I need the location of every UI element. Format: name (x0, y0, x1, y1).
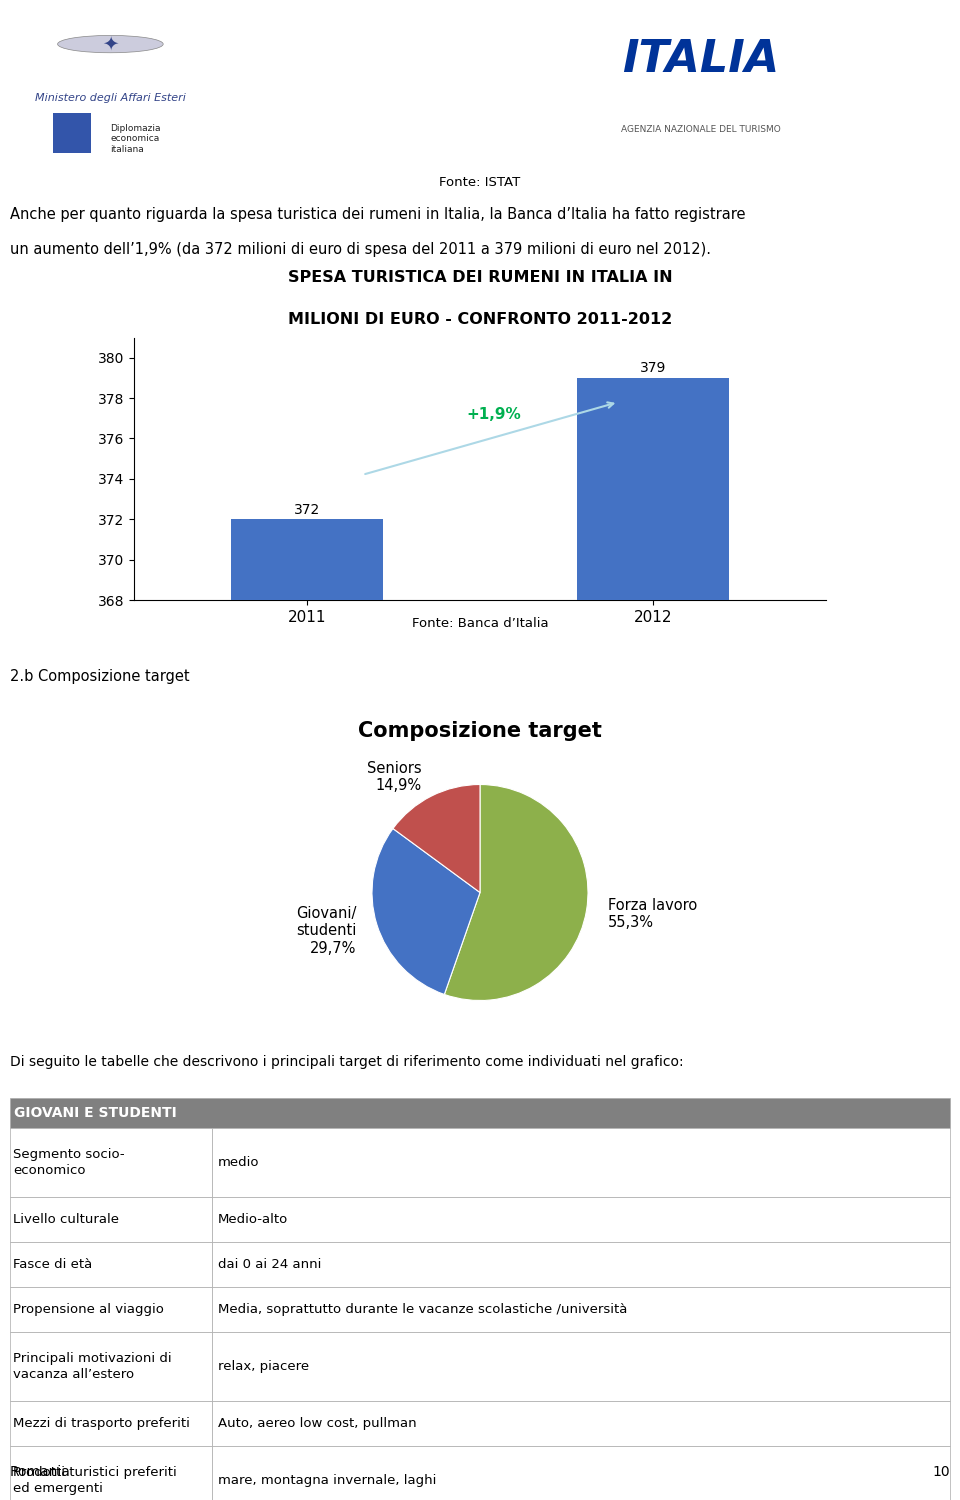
Bar (10, 1401, 212, 1446)
Text: Principali motivazioni di
vacanza all’estero: Principali motivazioni di vacanza all’es… (13, 1352, 172, 1382)
Text: Di seguito le tabelle che descrivono i principali target di riferimento come ind: Di seguito le tabelle che descrivono i p… (10, 1054, 684, 1070)
Text: relax, piacere: relax, piacere (218, 1360, 309, 1372)
Text: Romania: Romania (10, 1464, 70, 1479)
Text: SPESA TURISTICA DEI RUMENI IN ITALIA IN: SPESA TURISTICA DEI RUMENI IN ITALIA IN (288, 270, 672, 285)
Bar (10, 1332, 212, 1401)
Bar (10, 1446, 212, 1500)
Text: Media, soprattutto durante le vacanze scolastiche /università: Media, soprattutto durante le vacanze sc… (218, 1304, 627, 1316)
Text: 2.b Composizione target: 2.b Composizione target (10, 669, 189, 684)
Text: Fasce di età: Fasce di età (13, 1258, 92, 1270)
Bar (212, 1197, 950, 1242)
Bar (212, 1401, 950, 1446)
Text: GIOVANI E STUDENTI: GIOVANI E STUDENTI (14, 1106, 177, 1120)
Text: Anche per quanto riguarda la spesa turistica dei rumeni in Italia, la Banca d’It: Anche per quanto riguarda la spesa turis… (10, 207, 745, 222)
Bar (10, 1098, 950, 1128)
Text: Prodotti turistici preferiti
ed emergenti: Prodotti turistici preferiti ed emergent… (13, 1466, 177, 1496)
Bar (577, 378, 729, 1500)
Text: ITALIA: ITALIA (622, 39, 780, 81)
Text: Seniors
14,9%: Seniors 14,9% (367, 760, 421, 794)
Text: 372: 372 (294, 503, 321, 518)
Bar (10, 1242, 212, 1287)
Bar (10, 1197, 212, 1242)
Text: Ministero degli Affari Esteri: Ministero degli Affari Esteri (35, 93, 186, 102)
Text: Fonte: Banca d’Italia: Fonte: Banca d’Italia (412, 616, 548, 630)
Text: Segmento socio-
economico: Segmento socio- economico (13, 1148, 125, 1178)
Text: un aumento dell’1,9% (da 372 milioni di euro di spesa del 2011 a 379 milioni di : un aumento dell’1,9% (da 372 milioni di … (10, 242, 710, 256)
Text: dai 0 ai 24 anni: dai 0 ai 24 anni (218, 1258, 321, 1270)
Text: Fonte: ISTAT: Fonte: ISTAT (440, 176, 520, 189)
Text: mare, montagna invernale, laghi: mare, montagna invernale, laghi (218, 1474, 436, 1486)
Text: Auto, aereo low cost, pullman: Auto, aereo low cost, pullman (218, 1418, 416, 1430)
Circle shape (58, 36, 163, 52)
Text: Giovani/
studenti
29,7%: Giovani/ studenti 29,7% (296, 906, 356, 956)
Text: Medio-alto: Medio-alto (218, 1214, 288, 1225)
Bar (10, 1287, 212, 1332)
Text: Forza lavoro
55,3%: Forza lavoro 55,3% (608, 898, 697, 930)
Bar (212, 1287, 950, 1332)
Bar (53, 114, 91, 153)
Wedge shape (444, 784, 588, 1000)
Text: Diplomazia
economica
italiana: Diplomazia economica italiana (110, 123, 161, 153)
Text: AGENZIA NAZIONALE DEL TURISMO: AGENZIA NAZIONALE DEL TURISMO (621, 124, 780, 134)
Text: MILIONI DI EURO - CONFRONTO 2011-2012: MILIONI DI EURO - CONFRONTO 2011-2012 (288, 312, 672, 327)
Bar (231, 519, 383, 1500)
Bar (212, 1128, 950, 1197)
Text: 379: 379 (639, 362, 666, 375)
Text: Composizione target: Composizione target (358, 722, 602, 741)
Text: Mezzi di trasporto preferiti: Mezzi di trasporto preferiti (13, 1418, 190, 1430)
Text: 10: 10 (933, 1464, 950, 1479)
Text: +1,9%: +1,9% (467, 408, 521, 423)
Text: Propensione al viaggio: Propensione al viaggio (13, 1304, 164, 1316)
Text: ✦: ✦ (102, 34, 119, 54)
Wedge shape (372, 828, 480, 995)
Bar (212, 1332, 950, 1401)
Bar (212, 1242, 950, 1287)
Text: Livello culturale: Livello culturale (13, 1214, 119, 1225)
Bar (212, 1446, 950, 1500)
Text: medio: medio (218, 1156, 259, 1168)
Wedge shape (393, 784, 480, 892)
Bar (10, 1128, 212, 1197)
